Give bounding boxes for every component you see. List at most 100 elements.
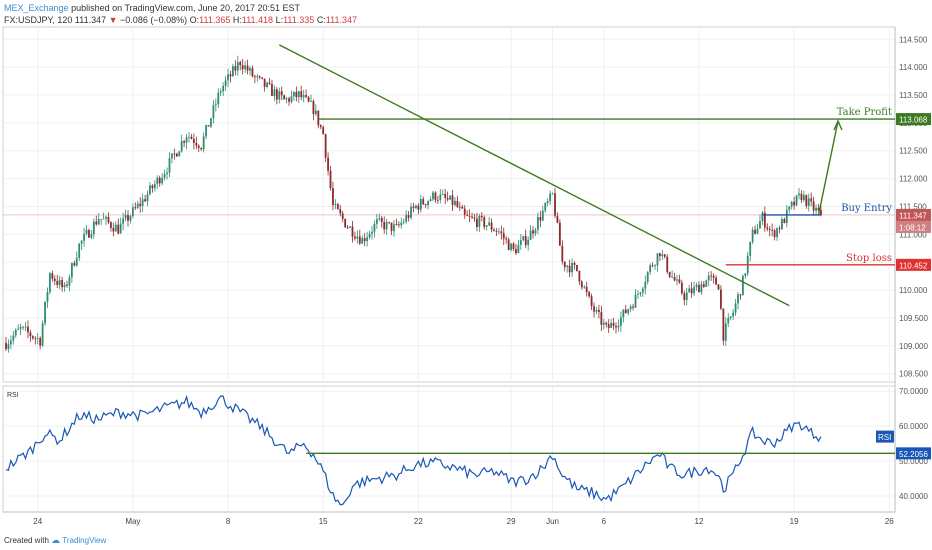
candle-body	[510, 243, 512, 251]
publisher-link[interactable]: MEX_Exchange	[4, 3, 69, 13]
candle-body	[671, 276, 674, 278]
take-profit-tag: 113.068	[896, 113, 931, 126]
candle-body	[322, 127, 325, 135]
candle	[329, 165, 332, 191]
candle-body	[368, 233, 371, 238]
candle	[427, 200, 430, 210]
candle	[205, 124, 207, 140]
candle-body	[415, 205, 417, 209]
candle-body	[619, 317, 622, 326]
candle-body	[588, 292, 591, 297]
candle-body	[634, 294, 637, 308]
candle-body	[527, 239, 530, 246]
candle	[480, 212, 483, 222]
candle	[251, 65, 254, 78]
candle	[175, 152, 178, 157]
candle	[227, 68, 229, 88]
candle	[127, 209, 129, 227]
candle-body	[537, 217, 539, 230]
candle	[278, 87, 281, 104]
candle-body	[612, 322, 615, 326]
candle	[146, 190, 149, 207]
candle	[168, 152, 171, 178]
candle-body	[117, 224, 120, 234]
candle	[207, 125, 210, 127]
grid-lines	[3, 27, 895, 512]
candle	[222, 82, 225, 97]
tradingview-brand[interactable]: TradingView	[62, 536, 107, 545]
candle-body	[263, 78, 266, 87]
candle	[232, 63, 234, 77]
candle	[197, 144, 200, 152]
candle	[29, 330, 32, 342]
candle	[256, 73, 259, 82]
candle-body	[805, 195, 808, 206]
candle	[288, 96, 290, 106]
candle	[9, 335, 12, 350]
candle	[695, 282, 698, 291]
candle-body	[476, 218, 478, 227]
candle-body	[378, 218, 381, 220]
candle-body	[354, 236, 356, 239]
candle	[563, 261, 566, 272]
candle	[49, 272, 51, 295]
candle	[578, 270, 581, 286]
candle-body	[283, 95, 286, 100]
candle	[717, 283, 720, 290]
buy-entry-tag: 111.347	[896, 208, 931, 221]
candle-body	[571, 262, 573, 273]
rsi-legend-text: RSI	[878, 433, 891, 442]
candle	[776, 227, 778, 241]
rsi-tick-label: 50.0000	[899, 457, 928, 466]
candle	[773, 228, 776, 241]
candle	[90, 230, 93, 240]
candle-body	[737, 294, 739, 304]
candle-body	[19, 326, 22, 329]
candle	[444, 189, 447, 204]
candle	[741, 274, 744, 296]
candle	[7, 339, 10, 353]
candle	[410, 202, 412, 220]
candle	[373, 220, 376, 238]
candle	[810, 192, 813, 207]
candle-body	[568, 265, 571, 273]
candle-body	[539, 217, 542, 221]
x-tick-label: 22	[414, 517, 423, 526]
candle	[685, 287, 688, 306]
candle	[319, 124, 322, 130]
candle	[539, 210, 542, 228]
candle-body	[346, 227, 349, 229]
candle-body	[685, 292, 688, 300]
candle-body	[73, 263, 76, 266]
candle-body	[383, 221, 386, 230]
candle-body	[317, 110, 320, 126]
candle-body	[302, 95, 305, 98]
candle-body	[676, 279, 678, 281]
candle-body	[422, 199, 425, 205]
candle	[812, 196, 815, 216]
candle-body	[100, 219, 103, 220]
low-value: 111.335	[283, 15, 315, 25]
candle-body	[644, 281, 647, 289]
candle-body	[192, 138, 195, 143]
symbol-label[interactable]: FX:USDJPY, 120	[4, 15, 73, 25]
candle-body	[351, 226, 354, 237]
candle-body	[680, 282, 683, 294]
candle-body	[205, 125, 207, 137]
candle	[141, 193, 144, 213]
published-text: published on TradingView.com, June 20, 2…	[71, 3, 301, 13]
candle	[793, 196, 796, 210]
candle	[295, 86, 298, 102]
candle-body	[107, 216, 110, 223]
candle	[63, 282, 66, 292]
candle-body	[297, 91, 300, 98]
candle	[341, 210, 344, 223]
candle-body	[127, 214, 129, 221]
candle	[515, 243, 517, 256]
candle	[344, 218, 347, 228]
candle-body	[336, 204, 339, 210]
projection-arrow	[817, 120, 839, 216]
countdown-tag-text: 1:08:12	[899, 223, 926, 232]
candle-body	[327, 157, 329, 171]
candle-body	[244, 65, 247, 70]
